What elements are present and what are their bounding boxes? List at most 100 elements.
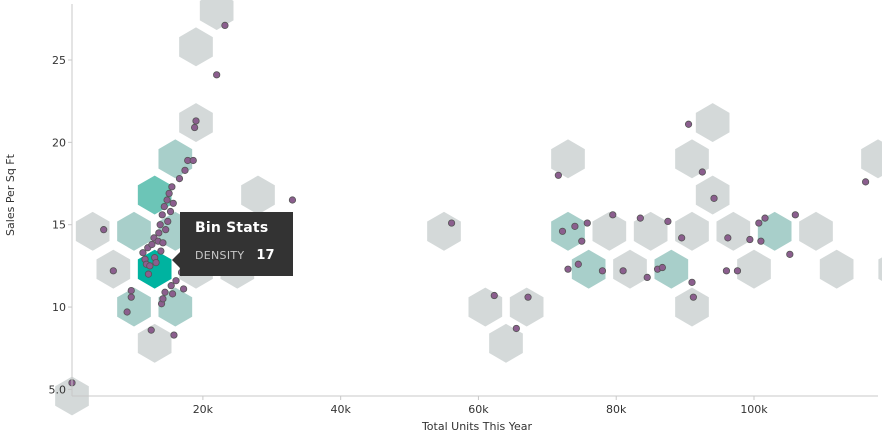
data-point <box>180 285 188 293</box>
hex-bin[interactable] <box>673 285 711 329</box>
data-point <box>152 258 160 267</box>
data-point <box>791 211 799 219</box>
data-point <box>160 202 168 211</box>
data-point <box>165 189 173 198</box>
data-point <box>578 237 586 245</box>
hex-bin[interactable] <box>694 101 732 144</box>
hex-bin[interactable] <box>549 210 587 253</box>
hex-bin[interactable] <box>549 137 587 180</box>
data-point <box>678 234 686 242</box>
data-point <box>490 291 498 300</box>
data-point <box>161 288 169 296</box>
data-point <box>170 331 178 339</box>
x-tick-label: 40k <box>330 403 351 416</box>
hex-bin[interactable] <box>714 210 752 253</box>
data-point <box>157 247 165 255</box>
hex-bin[interactable] <box>508 285 546 329</box>
data-point <box>583 219 591 227</box>
data-point <box>162 226 170 234</box>
y-tick-label: 20 <box>52 136 66 149</box>
data-point <box>169 199 177 207</box>
hex-bin[interactable] <box>74 210 112 253</box>
hex-bin[interactable] <box>859 137 882 180</box>
data-point <box>524 293 532 301</box>
data-point <box>636 214 644 222</box>
data-point <box>221 21 229 30</box>
data-point <box>147 326 155 334</box>
hex-bin[interactable] <box>156 285 194 329</box>
data-point <box>127 293 135 301</box>
data-point <box>447 219 456 227</box>
hex-bin[interactable] <box>239 173 277 217</box>
hex-bin[interactable] <box>673 210 711 253</box>
bin-stats-tooltip: Bin Stats DENSITY 17 <box>180 212 293 276</box>
data-point <box>761 214 769 222</box>
data-point <box>159 295 167 303</box>
data-point <box>664 217 672 226</box>
hex-bin[interactable] <box>115 210 153 253</box>
hex-bin[interactable] <box>652 248 690 291</box>
data-point <box>181 166 189 174</box>
tooltip-value: 17 <box>256 248 275 263</box>
data-point <box>163 196 171 204</box>
data-point <box>688 278 696 286</box>
data-point <box>159 239 167 247</box>
data-point <box>123 308 131 316</box>
hex-bin[interactable] <box>425 210 463 253</box>
hex-bin[interactable] <box>797 210 835 253</box>
hex-bin[interactable] <box>115 285 153 329</box>
data-point <box>643 273 651 282</box>
data-point <box>658 263 666 272</box>
data-point <box>172 277 180 285</box>
hex-bin[interactable] <box>818 248 856 291</box>
y-tick-label: 10 <box>52 301 66 314</box>
hex-bin[interactable] <box>876 249 882 290</box>
data-point <box>156 221 164 229</box>
data-point <box>574 260 582 268</box>
data-point <box>755 219 763 227</box>
hex-bin[interactable] <box>590 210 628 253</box>
data-point <box>100 226 108 234</box>
axes <box>71 4 878 397</box>
x-tick-label: 100k <box>740 403 768 416</box>
data-point <box>109 267 117 275</box>
hex-bin[interactable] <box>487 322 525 365</box>
data-point <box>139 249 147 257</box>
data-point <box>164 217 172 226</box>
data-point <box>155 229 163 237</box>
hex-bin[interactable] <box>136 322 174 365</box>
y-axis-title: Sales Per Sq Ft <box>4 153 17 236</box>
tooltip-arrow <box>172 252 180 268</box>
y-tick-label: 25 <box>52 54 66 67</box>
hex-bin[interactable] <box>198 0 236 32</box>
y-tick-label: 5.0 <box>49 383 67 396</box>
data-point <box>189 156 197 165</box>
data-point <box>168 183 176 191</box>
hex-bin[interactable] <box>466 285 504 329</box>
hex-bin[interactable] <box>177 25 215 68</box>
data-point <box>746 235 754 244</box>
hex-bin[interactable] <box>611 248 649 291</box>
data-point <box>609 211 617 219</box>
scatter-points <box>68 21 870 387</box>
data-point <box>571 222 579 230</box>
data-point <box>558 227 567 235</box>
data-point <box>146 262 154 270</box>
data-point <box>144 270 153 278</box>
tooltip-key: DENSITY <box>195 249 245 262</box>
hex-bin[interactable] <box>570 248 608 291</box>
data-point <box>689 293 697 301</box>
x-tick-label: 80k <box>606 403 627 416</box>
data-point <box>861 178 870 186</box>
data-point <box>733 267 742 275</box>
data-point <box>288 196 297 204</box>
x-ticks: 20k 40k 60k 80k 100k <box>193 396 768 416</box>
data-point <box>698 168 706 176</box>
data-point <box>167 282 175 290</box>
data-point <box>722 267 731 275</box>
hex-bins[interactable] <box>53 0 882 418</box>
data-point <box>598 267 607 275</box>
data-point <box>158 211 166 219</box>
hex-bin[interactable] <box>735 248 773 291</box>
data-point <box>213 71 221 79</box>
